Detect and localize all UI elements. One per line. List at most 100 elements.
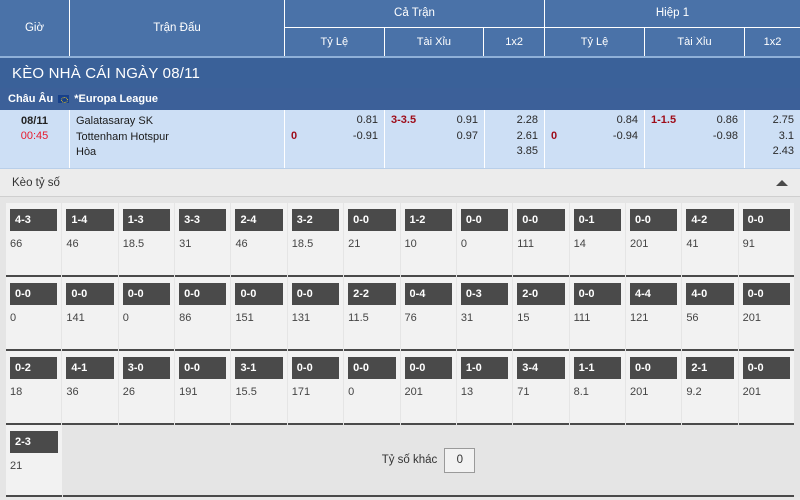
grid-divider — [512, 351, 514, 425]
team-home-label: Galatasaray SK — [76, 115, 154, 127]
correct-score-option[interactable]: 0-0 201 — [738, 351, 795, 425]
correct-score-row: 0-2 18 4-1 36 3-0 26 0-0 191 3-1 15.5 0-0 171 0-0 0 0-… — [0, 351, 800, 425]
handicap-cell-full[interactable]: 0.81 0 -0.91 — [285, 110, 385, 168]
over-under-cell-full[interactable]: 3-3.5 0.91 0.97 — [385, 110, 485, 168]
correct-score-option[interactable]: 4-2 41 — [682, 203, 738, 277]
correct-score-badge: 0-0 — [573, 283, 621, 305]
column-header-handicap-h1: Tỷ Lệ — [545, 27, 645, 56]
correct-score-option[interactable]: 0-0 201 — [400, 351, 456, 425]
correct-score-option[interactable]: 2-4 46 — [231, 203, 287, 277]
handicap-home-odds-half[interactable]: 0.84 — [616, 114, 638, 126]
correct-score-badge: 2-2 — [348, 283, 396, 305]
table-row[interactable]: 08/11 00:45 Galatasaray SK Tottenham Hot… — [0, 110, 800, 169]
grid-divider — [681, 351, 683, 425]
other-score-value[interactable]: 0 — [444, 447, 476, 473]
league-header[interactable]: Châu Âu *Europa League — [0, 88, 800, 110]
correct-score-option[interactable]: 4-4 121 — [625, 277, 682, 351]
odds-home-win-full[interactable]: 2.28 — [516, 114, 538, 126]
correct-score-option[interactable]: 2-0 15 — [513, 277, 569, 351]
correct-score-option[interactable]: 0-0 131 — [287, 277, 344, 351]
correct-score-badge: 1-3 — [122, 209, 171, 231]
handicap-away-odds-full[interactable]: -0.91 — [352, 129, 378, 142]
correct-score-option[interactable]: 3-1 15.5 — [231, 351, 287, 425]
correct-score-option[interactable]: 1-0 13 — [456, 351, 513, 425]
over-under-cell-half[interactable]: 1-1.5 0.86 -0.98 — [645, 110, 745, 168]
correct-score-option[interactable]: 0-3 31 — [456, 277, 513, 351]
correct-score-option[interactable]: 0-0 21 — [344, 203, 400, 277]
correct-score-option[interactable]: 0-0 0 — [118, 277, 175, 351]
correct-score-option[interactable]: 0-0 201 — [625, 351, 682, 425]
under-odds-half[interactable]: -0.98 — [712, 129, 738, 142]
over-odds-half[interactable]: 0.86 — [716, 114, 738, 126]
grid-divider — [455, 277, 457, 351]
correct-score-option[interactable]: 0-0 201 — [625, 203, 682, 277]
group-label-full-match: Cả Trận — [285, 0, 544, 28]
correct-score-option[interactable]: 0-0 151 — [231, 277, 287, 351]
correct-score-option[interactable]: 1-2 10 — [400, 203, 456, 277]
correct-score-odds: 76 — [404, 312, 417, 324]
correct-score-odds: 111 — [517, 238, 534, 250]
correct-score-option[interactable]: 2-3 21 — [6, 425, 62, 497]
under-odds-full[interactable]: 0.97 — [456, 129, 478, 142]
caret-up-icon[interactable] — [776, 179, 788, 186]
correct-score-option[interactable]: 1-4 46 — [62, 203, 118, 277]
handicap-home-odds-full[interactable]: 0.81 — [356, 114, 378, 126]
correct-score-option[interactable]: 0-2 18 — [6, 351, 62, 425]
column-header-1x2-h1: 1x2 — [745, 27, 800, 56]
correct-score-badge: 0-0 — [742, 209, 791, 231]
odds-away-win-half[interactable]: 2.43 — [772, 145, 794, 157]
over-odds-full[interactable]: 0.91 — [456, 114, 478, 126]
correct-score-odds: 18.5 — [291, 238, 314, 250]
grid-divider — [455, 203, 457, 277]
correct-score-option[interactable]: 4-1 36 — [62, 351, 118, 425]
correct-score-option[interactable]: 0-0 201 — [738, 277, 795, 351]
match-teams-cell[interactable]: Galatasaray SK Tottenham Hotspur Hòa — [70, 110, 285, 168]
column-header-handicap: Tỷ Lệ — [285, 27, 385, 56]
odds-draw-full[interactable]: 2.61 — [516, 129, 538, 142]
correct-score-option[interactable]: 0-1 14 — [569, 203, 625, 277]
match-kickoff-time: 00:45 — [20, 130, 49, 142]
correct-score-badge: 3-4 — [517, 357, 565, 379]
correct-score-option[interactable]: 0-0 0 — [344, 351, 400, 425]
odds-home-win-half[interactable]: 2.75 — [772, 114, 794, 126]
grid-divider — [681, 203, 683, 277]
correct-score-option[interactable]: 0-0 141 — [62, 277, 118, 351]
one-x-two-cell-full[interactable]: 2.28 2.61 3.85 — [485, 110, 545, 168]
correct-score-option[interactable]: 3-2 18.5 — [287, 203, 344, 277]
correct-score-option[interactable]: 0-0 0 — [6, 277, 62, 351]
correct-score-option[interactable]: 3-3 31 — [175, 203, 231, 277]
correct-score-option[interactable]: 0-0 86 — [175, 277, 231, 351]
correct-score-odds: 56 — [686, 312, 699, 324]
handicap-away-odds-half[interactable]: -0.94 — [612, 129, 638, 142]
grid-divider — [61, 277, 63, 351]
odds-away-win-full[interactable]: 3.85 — [516, 145, 538, 157]
correct-score-option[interactable]: 4-3 66 — [6, 203, 62, 277]
correct-score-option[interactable]: 0-0 111 — [569, 277, 625, 351]
correct-score-option[interactable]: 1-1 8.1 — [569, 351, 625, 425]
one-x-two-cell-half[interactable]: 2.75 3.1 2.43 — [745, 110, 800, 168]
correct-score-option[interactable]: 3-4 71 — [513, 351, 569, 425]
correct-score-option[interactable]: 0-4 76 — [400, 277, 456, 351]
correct-score-odds: 201 — [629, 386, 649, 398]
handicap-cell-half[interactable]: 0.84 0 -0.94 — [545, 110, 645, 168]
correct-score-option[interactable]: 2-1 9.2 — [682, 351, 738, 425]
correct-score-badge: 3-3 — [179, 209, 227, 231]
correct-score-odds: 0 — [122, 312, 129, 324]
draw-label: Hòa — [76, 146, 97, 158]
correct-score-option[interactable]: 0-0 191 — [175, 351, 231, 425]
correct-score-option[interactable]: 0-0 111 — [513, 203, 569, 277]
correct-score-odds: 141 — [66, 312, 85, 324]
correct-score-option[interactable]: 0-0 91 — [738, 203, 795, 277]
correct-score-odds: 0 — [10, 312, 17, 324]
grid-divider — [343, 277, 345, 351]
correct-score-option[interactable]: 0-0 0 — [456, 203, 513, 277]
correct-score-section-header[interactable]: Kèo tỷ số — [0, 169, 800, 197]
odds-draw-half[interactable]: 3.1 — [778, 129, 794, 142]
correct-score-option[interactable]: 4-0 56 — [682, 277, 738, 351]
correct-score-badge: 1-1 — [573, 357, 621, 379]
correct-score-option[interactable]: 1-3 18.5 — [118, 203, 175, 277]
correct-score-option[interactable]: 0-0 171 — [287, 351, 344, 425]
correct-score-option[interactable]: 2-2 11.5 — [344, 277, 400, 351]
correct-score-option[interactable]: 3-0 26 — [118, 351, 175, 425]
correct-score-badge: 2-3 — [10, 431, 58, 453]
